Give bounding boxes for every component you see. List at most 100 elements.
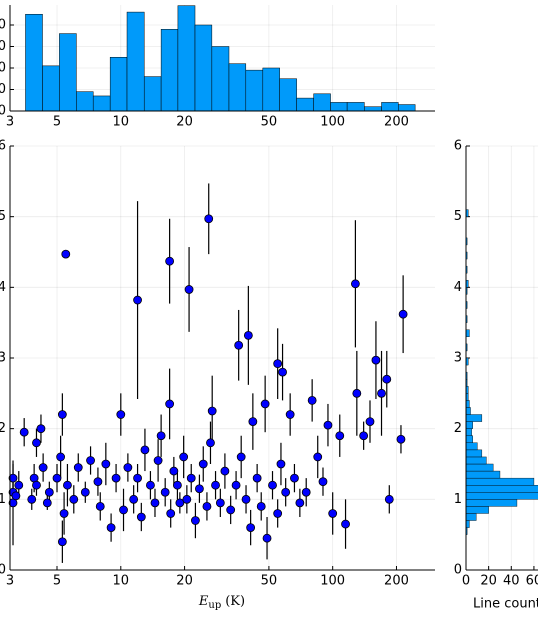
point [42,498,52,508]
bar [466,280,469,288]
point [256,501,266,511]
point [241,494,251,504]
x-tick-label: 20 [176,115,193,130]
point [166,509,176,518]
bar [25,13,43,112]
bar [466,237,468,246]
bar [466,435,473,444]
y-tick-label: 3 [454,351,462,366]
x-tick-label: 3 [6,574,14,589]
point [234,340,244,350]
bar [346,102,365,112]
bar [466,265,468,274]
x-tick-label: 10 [113,574,130,589]
point [150,498,160,508]
point [165,399,175,409]
point [202,501,212,511]
bar [279,78,297,112]
point [262,533,272,543]
bar [466,499,518,507]
point [268,480,277,490]
point [352,388,362,398]
bar [126,11,145,112]
point [95,501,105,511]
point [335,431,345,441]
bar [466,463,494,472]
point [236,452,246,462]
y-tick-label: 5 [0,209,6,224]
x-tick-label: 40 [503,574,520,589]
bar [398,104,416,112]
x-label-symbol: E [198,594,209,609]
point [186,473,196,483]
axes [466,145,538,571]
x-tick-label: 100 [320,115,345,130]
point [207,406,217,416]
point [359,431,369,441]
point [323,420,333,430]
y-tick-label: 4 [0,280,6,295]
point [61,249,71,259]
point [182,494,192,504]
point [285,410,295,419]
x-tick-label: 200 [384,115,409,130]
point [106,523,116,532]
point [248,417,258,427]
point [328,509,338,518]
x-label-subscript: up [208,600,221,611]
bar [466,485,538,493]
point [396,434,406,444]
bar [466,520,470,528]
point [226,505,236,515]
y-tick-label: 2 [454,421,462,436]
point [273,509,283,518]
point [8,473,18,483]
point [59,509,69,518]
bar [466,470,501,479]
bar [466,456,487,465]
point [384,494,394,504]
point [101,459,111,469]
bar [143,76,162,112]
point [195,484,204,494]
y-tick-label: 40 [0,17,6,32]
point [351,279,360,289]
x-tick-label: 20 [480,574,497,589]
point [382,374,392,384]
bar [466,414,483,422]
point [191,516,200,525]
x-tick-label: 5 [53,115,61,130]
point [169,466,179,476]
point [32,438,41,448]
point [19,427,29,437]
bar [466,209,469,217]
point [140,445,150,455]
point [57,537,67,547]
point [318,477,328,487]
point [281,487,291,497]
point [206,438,215,448]
point [93,477,103,487]
bar [160,29,179,112]
x-label-unit: (K) [225,594,245,609]
bar [466,506,489,514]
y-tick-label: 4 [454,280,462,295]
point [243,330,253,340]
y-tick-label: 0 [0,104,6,119]
point [27,494,37,504]
bar [364,106,382,112]
point [295,498,305,508]
bar [466,251,468,260]
point [246,523,256,532]
y-tick-label: 6 [0,139,6,154]
x-tick-label: 0 [462,574,470,589]
point [116,410,126,419]
bar [59,33,77,112]
point [377,388,386,398]
bar [466,371,468,380]
y-tick-label: 0 [454,563,462,578]
point [11,491,21,501]
x-tick-label: 200 [384,574,409,589]
point [111,473,121,483]
y-tick-label: 20 [0,60,6,75]
